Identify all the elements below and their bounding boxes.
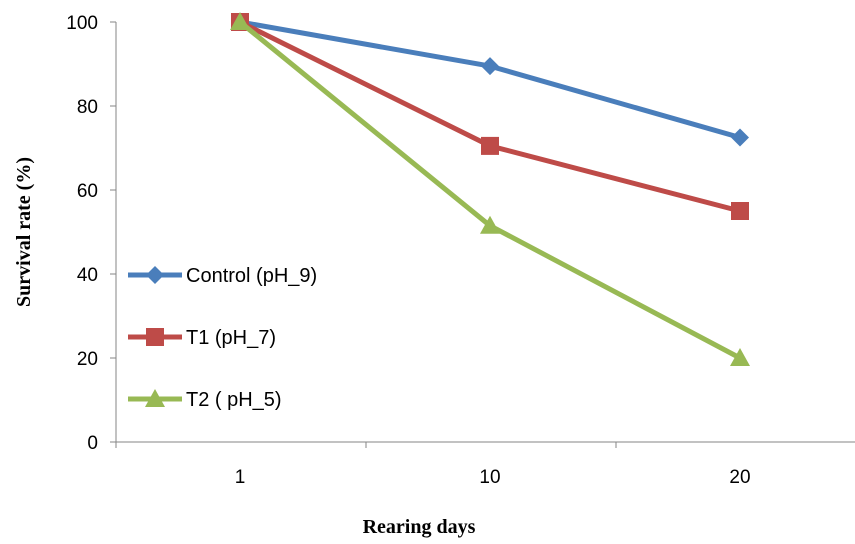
x-ticks: 1 10 20	[115, 442, 751, 488]
x-tick-label: 1	[235, 467, 246, 488]
legend-item: T2 ( pH_5)	[128, 389, 282, 411]
series-3	[230, 12, 750, 366]
y-axis-title: Survival rate (%)	[13, 157, 35, 307]
y-tick-label: 0	[87, 433, 98, 454]
legend-item: Control (pH_9)	[128, 265, 317, 287]
series-group	[230, 12, 750, 366]
legend-marker	[146, 266, 164, 284]
plot-area: 0 20 40 60 80 100 1 10 20	[66, 12, 855, 488]
data-point	[731, 128, 749, 147]
series-line	[239, 19, 741, 140]
data-point	[480, 215, 500, 234]
legend-label: T1 (pH_7)	[186, 327, 276, 349]
data-point	[481, 136, 499, 155]
legend-marker	[145, 389, 165, 407]
data-point	[731, 202, 749, 220]
data-point	[230, 12, 250, 30]
legend-item: T1 (pH_7)	[128, 327, 276, 349]
legend-label: T2 ( pH_5)	[186, 389, 282, 411]
legend-marker	[146, 328, 164, 346]
data-point	[481, 57, 499, 76]
x-tick-label: 10	[479, 467, 500, 488]
y-tick-label: 40	[77, 265, 98, 286]
y-tick-label: 20	[77, 349, 98, 370]
legend-label: Control (pH_9)	[186, 265, 317, 287]
y-tick-label: 100	[66, 13, 98, 34]
x-tick-label: 20	[729, 467, 750, 488]
y-tick-label: 60	[77, 181, 98, 202]
y-tick-label: 80	[77, 97, 98, 118]
x-axis-title: Rearing days	[363, 516, 476, 538]
data-point	[730, 348, 750, 366]
y-ticks: 0 20 40 60 80 100	[66, 13, 116, 454]
legend: Control (pH_9) T1 (pH_7) T2 ( pH_5)	[128, 265, 317, 411]
